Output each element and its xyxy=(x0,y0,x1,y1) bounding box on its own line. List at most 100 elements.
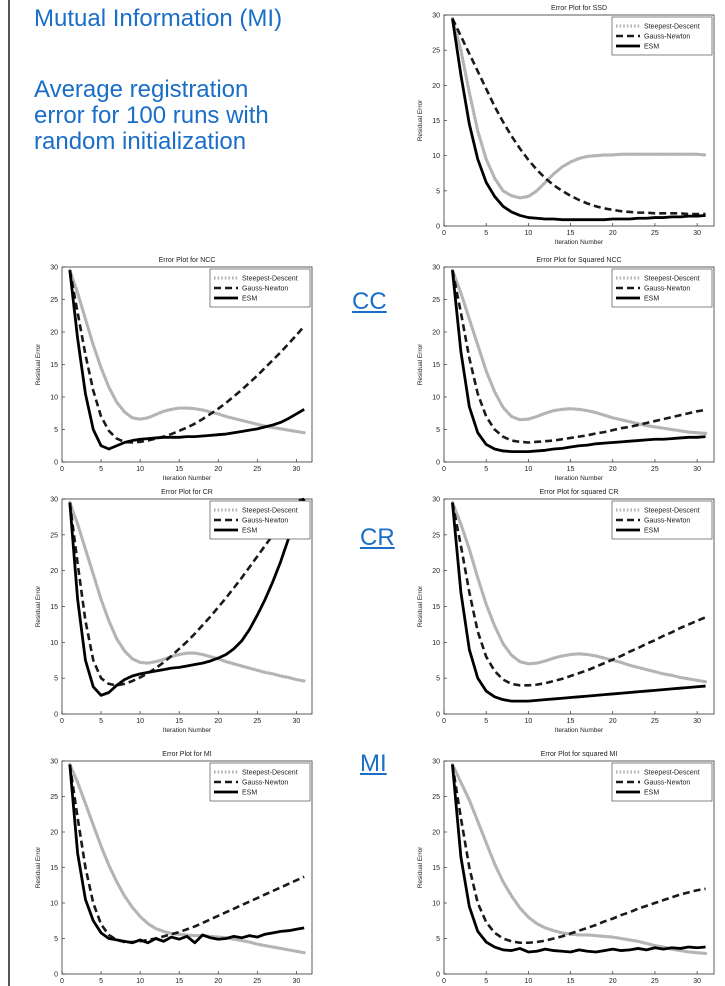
x-tick-label: 5 xyxy=(484,230,488,237)
mi-link[interactable]: MI xyxy=(360,750,387,777)
chart-ncc: Error Plot for NCC 0 5 10 15 20 25 30 0 5 10 15 20 25… xyxy=(35,257,313,482)
x-tick-label: 15 xyxy=(567,466,575,473)
series-line-steepest-descent xyxy=(450,16,708,200)
y-tick-label: 5 xyxy=(54,427,58,434)
series-line-steepest-descent xyxy=(68,500,306,683)
chart-squared-ncc: Error Plot for Squared NCC 0 5 10 15 20 25 30 0 5… xyxy=(417,257,715,482)
series-line-gauss-newton xyxy=(451,269,706,444)
legend-label: ESM xyxy=(644,528,659,535)
y-tick-label: 20 xyxy=(432,330,440,337)
y-tick-label: 0 xyxy=(54,460,58,467)
legend-label: Steepest-Descent xyxy=(242,276,298,283)
chart-ssd: Error Plot for SSD 0 5 10 15 20 25 30 0 5 10 15 20 25… xyxy=(417,5,715,246)
x-tick-label: 30 xyxy=(292,466,300,473)
y-tick-label: 5 xyxy=(436,676,440,683)
left-border-line xyxy=(8,0,10,986)
x-tick-label: 30 xyxy=(693,230,701,237)
y-axis-label: Residual Error xyxy=(35,846,42,888)
y-tick-label: 0 xyxy=(436,224,440,231)
y-tick-label: 10 xyxy=(432,153,440,160)
y-axis-label: Residual Error xyxy=(35,585,42,627)
y-tick-label: 15 xyxy=(432,362,440,369)
chart-title: Error Plot for SSD xyxy=(551,5,607,12)
legend-label: Steepest-Descent xyxy=(242,508,298,515)
x-tick-label: 30 xyxy=(292,978,300,985)
x-tick-label: 30 xyxy=(693,978,701,985)
y-axis-label: Residual Error xyxy=(417,585,424,627)
x-tick-label: 15 xyxy=(567,978,575,985)
x-tick-label: 0 xyxy=(60,978,64,985)
y-tick-label: 25 xyxy=(432,48,440,55)
legend-label: ESM xyxy=(644,296,659,303)
y-tick-label: 0 xyxy=(54,712,58,719)
y-tick-label: 30 xyxy=(50,265,58,272)
subtitle-line: random initialization xyxy=(34,128,247,155)
y-tick-label: 20 xyxy=(432,568,440,575)
y-tick-label: 15 xyxy=(50,865,58,872)
cr-link[interactable]: CR xyxy=(360,524,395,551)
y-tick-label: 20 xyxy=(50,568,58,575)
x-tick-label: 5 xyxy=(484,466,488,473)
y-tick-label: 20 xyxy=(432,830,440,837)
y-tick-label: 25 xyxy=(50,794,58,801)
x-axis-label: Iteration Number xyxy=(163,727,212,734)
x-tick-label: 5 xyxy=(99,978,103,985)
chart-title: Error Plot for MI xyxy=(162,751,211,758)
legend-label: ESM xyxy=(644,790,659,797)
series-line-gauss-newton xyxy=(451,764,706,945)
chart-title: Error Plot for Squared NCC xyxy=(536,257,621,264)
y-tick-label: 10 xyxy=(432,395,440,402)
series-line-esm xyxy=(451,502,706,703)
x-tick-label: 10 xyxy=(136,718,144,725)
y-axis-label: Residual Error xyxy=(417,343,424,385)
series-line-esm xyxy=(68,764,305,945)
x-tick-label: 25 xyxy=(651,466,659,473)
legend-label: Gauss-Newton xyxy=(242,780,288,787)
y-tick-label: 15 xyxy=(432,604,440,611)
series-line-gauss-newton xyxy=(68,270,306,444)
x-tick-label: 5 xyxy=(99,466,103,473)
x-tick-label: 30 xyxy=(292,718,300,725)
series-line-esm xyxy=(68,270,305,451)
y-tick-label: 15 xyxy=(50,362,58,369)
y-tick-label: 0 xyxy=(436,972,440,979)
x-tick-label: 25 xyxy=(253,978,261,985)
legend-box xyxy=(611,762,713,802)
x-tick-label: 15 xyxy=(567,230,575,237)
y-tick-label: 10 xyxy=(50,901,58,908)
legend-label: Gauss-Newton xyxy=(644,286,690,293)
series-line-steepest-descent xyxy=(450,268,708,435)
x-axis-label: Iteration Number xyxy=(163,475,212,482)
x-tick-label: 25 xyxy=(651,230,659,237)
y-tick-label: 5 xyxy=(436,188,440,195)
y-tick-label: 25 xyxy=(50,532,58,539)
y-tick-label: 30 xyxy=(432,265,440,272)
legend-label: Gauss-Newton xyxy=(644,518,690,525)
x-tick-label: 20 xyxy=(609,978,617,985)
x-tick-label: 5 xyxy=(99,718,103,725)
x-tick-label: 15 xyxy=(175,978,183,985)
x-tick-label: 5 xyxy=(484,718,488,725)
x-tick-label: 0 xyxy=(442,466,446,473)
x-axis-label: Iteration Number xyxy=(555,727,604,734)
y-axis-label: Residual Error xyxy=(35,343,42,385)
y-tick-label: 30 xyxy=(432,13,440,20)
y-axis-label: Residual Error xyxy=(417,99,424,141)
x-tick-label: 25 xyxy=(651,978,659,985)
legend-label: Gauss-Newton xyxy=(242,286,288,293)
x-tick-label: 10 xyxy=(524,230,532,237)
page-subtitle: Average registration error for 100 runs … xyxy=(34,77,269,155)
cc-link[interactable]: CC xyxy=(352,288,387,315)
y-tick-label: 15 xyxy=(432,865,440,872)
legend-label: ESM xyxy=(242,528,257,535)
x-axis-label: Iteration Number xyxy=(555,239,604,246)
x-tick-label: 10 xyxy=(524,978,532,985)
x-tick-label: 20 xyxy=(214,978,222,985)
y-axis-label: Residual Error xyxy=(417,846,424,888)
y-tick-label: 5 xyxy=(436,936,440,943)
subtitle-line: Average registration xyxy=(34,76,249,103)
y-tick-label: 20 xyxy=(50,330,58,337)
x-tick-label: 0 xyxy=(60,718,64,725)
chart-title: Error Plot for squared CR xyxy=(540,489,619,496)
y-tick-label: 25 xyxy=(432,532,440,539)
